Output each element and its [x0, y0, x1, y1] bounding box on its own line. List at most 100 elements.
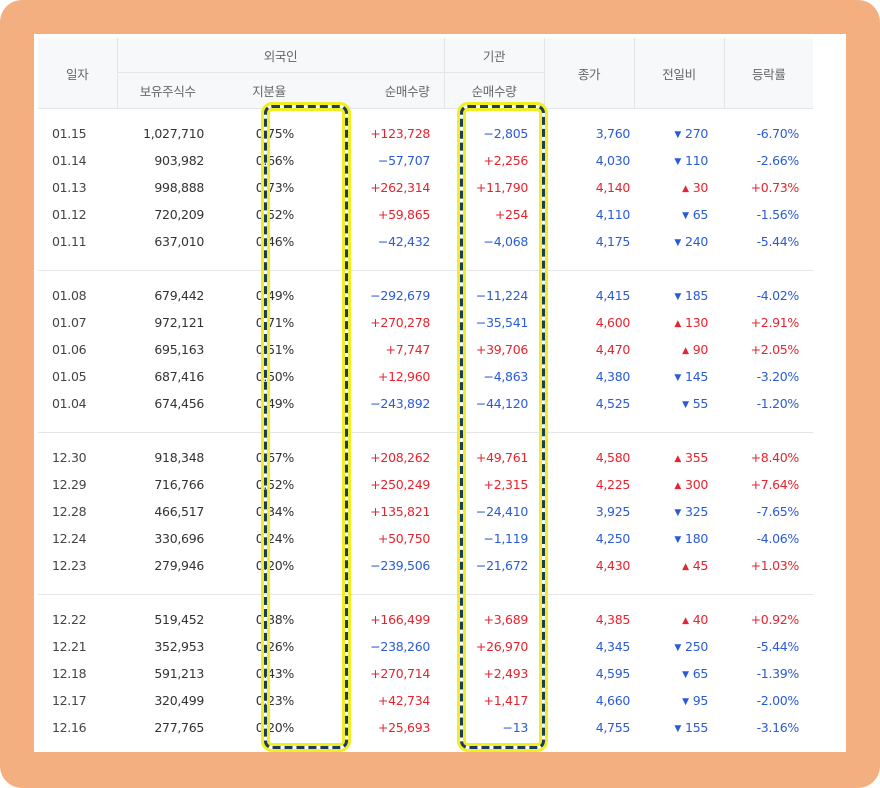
holdings-cell: 320,499	[154, 693, 204, 708]
rate-cell: -4.02%	[756, 288, 800, 303]
table-row: 01.06 695,163 0.51% +7,747 +39,706 4,470 ▲ 90 +2…	[38, 336, 813, 363]
holdings-cell: 466,517	[154, 504, 204, 519]
rate-cell: +1.03%	[750, 558, 800, 573]
date-cell: 01.12	[52, 207, 87, 222]
inst-net-cell: −35,541	[475, 315, 529, 330]
date-cell: 01.04	[52, 396, 87, 411]
inst-net-cell: −4,863	[483, 369, 529, 384]
inst-net-cell: −24,410	[475, 504, 529, 519]
spacer-cell	[38, 595, 813, 607]
rate-cell: -1.20%	[756, 396, 800, 411]
spacer-cell	[38, 109, 813, 121]
foreign-net-cell: +50,750	[377, 531, 431, 546]
close-cell: 4,380	[595, 369, 631, 384]
divider-cell	[38, 579, 814, 595]
close-cell: 4,430	[595, 558, 631, 573]
change-value: 30	[692, 180, 709, 195]
down-arrow-icon: ▼	[682, 400, 689, 410]
change-cell: ▲ 355	[634, 444, 724, 471]
rate-cell: -1.56%	[756, 207, 800, 222]
up-arrow-icon: ▲	[674, 481, 682, 491]
date-cell: 01.06	[52, 342, 87, 357]
change-value: 355	[685, 450, 709, 465]
group-spacer	[38, 271, 813, 283]
date-cell: 12.17	[52, 693, 87, 708]
change-value: 40	[692, 612, 709, 627]
holdings-cell: 519,452	[154, 612, 204, 627]
inst-net-cell: +2,493	[483, 666, 529, 681]
date-cell: 01.08	[52, 288, 87, 303]
group-spacer	[38, 595, 813, 607]
divider-cell	[38, 417, 814, 433]
foreign-net-cell: +262,314	[370, 180, 431, 195]
change-cell: ▼ 270	[634, 120, 724, 147]
foreign-net-cell: −238,260	[370, 639, 431, 654]
date-cell: 01.14	[52, 153, 87, 168]
inst-net-cell: −1,119	[483, 531, 529, 546]
rate-cell: -7.65%	[756, 504, 800, 519]
change-value: 250	[685, 639, 709, 654]
down-arrow-icon: ▼	[674, 238, 682, 248]
holdings-cell: 716,766	[154, 477, 204, 492]
up-arrow-icon: ▲	[682, 616, 689, 626]
date-cell: 12.29	[52, 477, 87, 492]
change-value: 240	[685, 234, 709, 249]
table-body: 01.15 1,027,710 0.75% +123,728 −2,805 3,760 ▼ 2…	[38, 109, 814, 742]
rate-cell: -6.70%	[756, 126, 800, 141]
holdings-cell: 352,953	[154, 639, 204, 654]
date-cell: 12.24	[52, 531, 87, 546]
table-row: 01.04 674,456 0.49% −243,892 −44,120 4,525 ▼ 55…	[38, 390, 813, 417]
close-cell: 4,030	[595, 153, 631, 168]
change-cell: ▲ 90	[634, 336, 724, 363]
down-arrow-icon: ▼	[674, 157, 682, 167]
group-spacer	[38, 109, 813, 121]
foreign-net-cell: +270,714	[370, 666, 431, 681]
header-foreign-net: 순매수량	[320, 72, 445, 109]
foreign-net-cell: +135,821	[370, 504, 431, 519]
inst-net-cell: −21,672	[475, 558, 529, 573]
foreign-net-cell: +208,262	[370, 450, 431, 465]
change-value: 185	[685, 288, 709, 303]
change-cell: ▲ 45	[634, 552, 724, 579]
close-cell: 4,110	[595, 207, 631, 222]
change-value: 90	[692, 342, 709, 357]
holdings-cell: 1,027,710	[143, 126, 204, 141]
table-row: 01.05 687,416 0.50% +12,960 −4,863 4,380 ▼ 145-…	[38, 363, 813, 390]
rate-cell: -1.39%	[756, 666, 800, 681]
foreign-net-cell: +7,747	[385, 342, 431, 357]
group-divider	[38, 255, 814, 271]
inst-net-cell: +26,970	[475, 639, 529, 654]
close-cell: 4,225	[595, 477, 631, 492]
change-cell: ▼ 110	[634, 147, 724, 174]
inst-net-cell: +254	[494, 207, 529, 222]
header-change: 전일비	[633, 38, 725, 109]
close-cell: 4,140	[595, 180, 631, 195]
change-value: 95	[692, 693, 709, 708]
date-cell: 01.15	[52, 126, 87, 141]
up-arrow-icon: ▲	[674, 454, 682, 464]
close-cell: 4,580	[595, 450, 631, 465]
change-cell: ▼ 185	[634, 282, 724, 309]
header-rate: 등락률	[723, 38, 814, 109]
holdings-cell: 279,946	[154, 558, 204, 573]
table-row: 01.14 903,982 0.66% −57,707 +2,256 4,030 ▼ 110-…	[38, 147, 813, 174]
down-arrow-icon: ▼	[674, 130, 682, 140]
foreign-net-cell: +25,693	[377, 720, 431, 735]
holdings-cell: 720,209	[154, 207, 204, 222]
foreign-net-cell: +12,960	[377, 369, 431, 384]
change-cell: ▼ 55	[634, 390, 724, 417]
investor-trading-table: 일자 외국인 기관 종가 전일비 등락률 보유주식수 지분율 순매수량 순매수량…	[38, 38, 814, 742]
change-cell: ▼ 145	[634, 363, 724, 390]
group-divider	[38, 417, 814, 433]
up-arrow-icon: ▲	[682, 346, 689, 356]
date-cell: 01.13	[52, 180, 87, 195]
table-row: 01.13 998,888 0.73% +262,314 +11,790 4,140 ▲ 30…	[38, 174, 813, 201]
foreign-net-cell: −292,679	[370, 288, 431, 303]
rate-cell: -5.44%	[756, 639, 800, 654]
change-cell: ▲ 300	[634, 471, 724, 498]
change-cell: ▼ 65	[634, 201, 724, 228]
down-arrow-icon: ▼	[674, 643, 682, 653]
date-cell: 01.05	[52, 369, 87, 384]
trading-table-panel: 일자 외국인 기관 종가 전일비 등락률 보유주식수 지분율 순매수량 순매수량…	[34, 34, 846, 752]
change-cell: ▼ 180	[634, 525, 724, 552]
